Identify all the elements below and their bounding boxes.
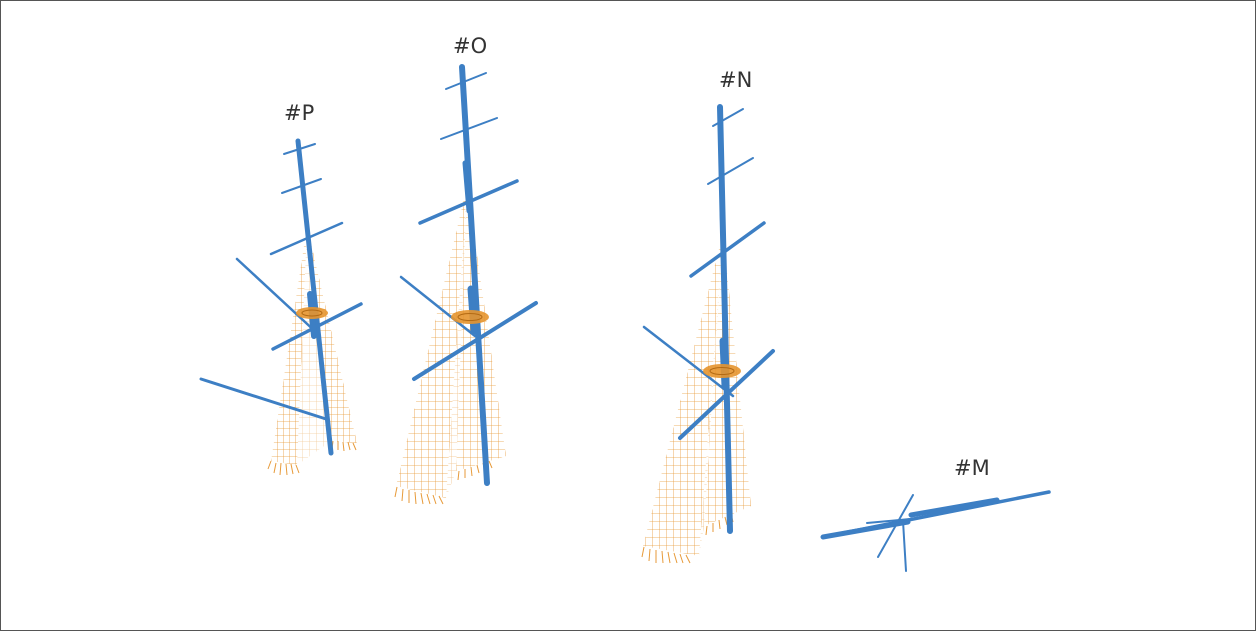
mast-group-n[interactable]: #N [641, 68, 775, 564]
shroud-net-n [641, 233, 751, 564]
fighting-top-n [703, 364, 741, 378]
spars-o [399, 64, 538, 486]
shroud-net-o [394, 186, 506, 505]
fighting-top-o [451, 310, 489, 324]
mast-label-p: #P [284, 101, 314, 125]
spars-n [642, 104, 775, 534]
fighting-top-p [296, 307, 328, 319]
mast-group-p[interactable]: #P [199, 101, 363, 476]
mast-label-o: #O [453, 34, 487, 58]
spars-m [820, 490, 1051, 572]
mast-label-m: #M [954, 456, 990, 480]
mast-group-o[interactable]: #O [394, 34, 538, 505]
mast-label-n: #N [719, 68, 752, 92]
mast-group-m[interactable]: #M [820, 456, 1051, 572]
